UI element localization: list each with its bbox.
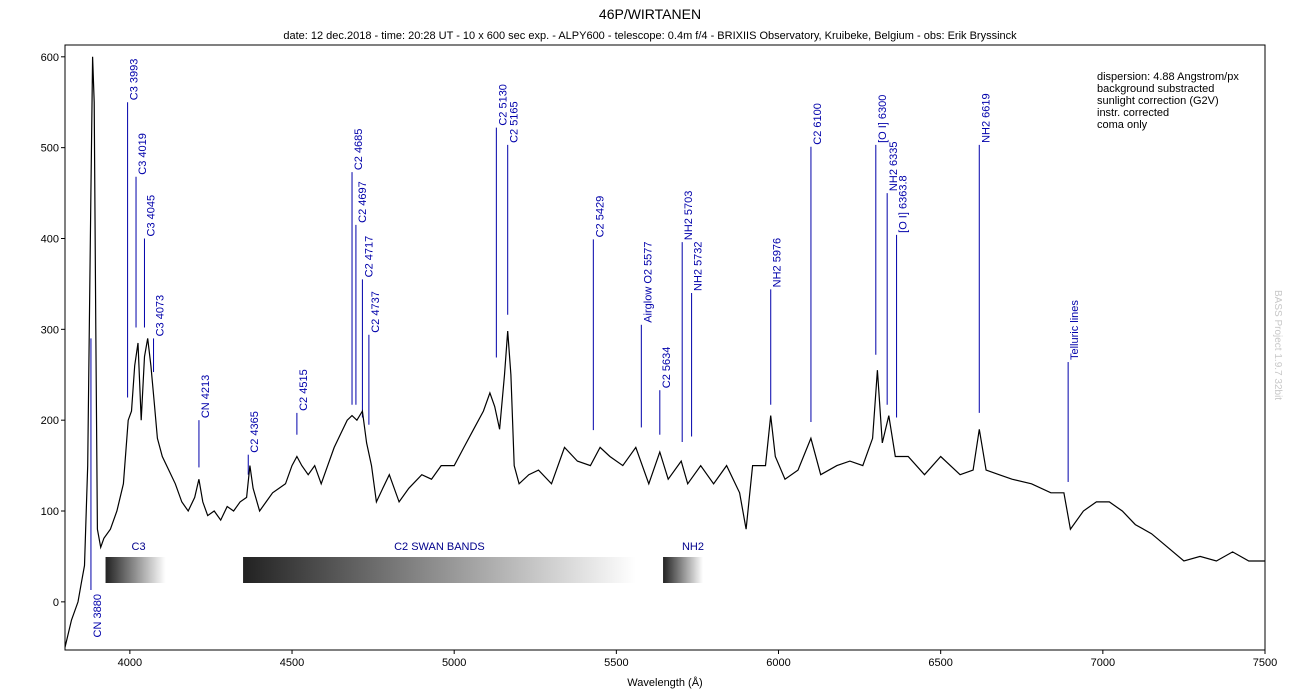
chart-title: 46P/WIRTANEN — [599, 6, 701, 22]
plot-frame — [64, 44, 1266, 651]
y-tick-label: 500 — [41, 143, 59, 155]
x-tick-label: 4500 — [280, 657, 304, 669]
annotation-label: CN 4213 — [200, 375, 212, 418]
watermark: BASS Project 1.9.7 32bit — [1272, 290, 1283, 400]
band — [105, 557, 166, 583]
x-tick-label: 6500 — [928, 657, 952, 669]
y-tick-label: 100 — [41, 506, 59, 518]
annotation-label: [O I] 6363.8 — [898, 175, 910, 232]
band-label: C3 — [132, 541, 146, 553]
annotation-label: Airglow O2 5577 — [642, 241, 654, 322]
chart-subtitle: date: 12 dec.2018 - time: 20:28 UT - 10 … — [283, 30, 1017, 42]
band — [663, 557, 703, 583]
y-tick-label: 600 — [41, 52, 59, 64]
x-tick-label: 4000 — [118, 657, 142, 669]
annotation-label: C2 5429 — [594, 196, 606, 238]
annotation-label: C2 6100 — [812, 103, 824, 145]
spectrum-line — [64, 56, 1265, 648]
x-tick-label: 6000 — [766, 657, 790, 669]
annotation-label: C2 4717 — [363, 236, 375, 278]
annotation-label: C2 5165 — [509, 101, 521, 143]
annotation-label: C2 4365 — [249, 411, 261, 453]
note: coma only — [1097, 119, 1148, 131]
note: sunlight correction (G2V) — [1097, 95, 1219, 107]
y-tick-label: 300 — [41, 324, 59, 336]
annotation-label: NH2 5976 — [772, 238, 784, 288]
annotation-label: NH2 6335 — [888, 142, 900, 192]
note: instr. corrected — [1097, 107, 1169, 119]
annotation-label: NH2 5703 — [683, 191, 695, 241]
x-tick-label: 7500 — [1253, 657, 1277, 669]
annotation-label: C3 4045 — [145, 195, 157, 237]
note: background substracted — [1097, 83, 1214, 95]
x-axis-label: Wavelength (Å) — [627, 676, 702, 689]
band-label: C2 SWAN BANDS — [394, 541, 485, 553]
y-tick-label: 0 — [53, 597, 59, 609]
y-tick-label: 400 — [41, 233, 59, 245]
annotation-label: C2 5634 — [661, 347, 673, 389]
x-tick-label: 7000 — [1091, 657, 1115, 669]
band-label: NH2 — [682, 541, 704, 553]
annotation-label: C2 4685 — [353, 129, 365, 171]
annotation-label: C2 4697 — [357, 181, 369, 223]
band — [243, 557, 636, 583]
x-tick-label: 5000 — [442, 657, 466, 669]
annotation-label: C2 5130 — [497, 84, 509, 126]
y-tick-label: 200 — [41, 415, 59, 427]
annotation-label: [O I] 6300 — [877, 95, 889, 143]
annotation-label: C3 4019 — [137, 133, 149, 175]
annotation-label: CN 3880 — [92, 594, 104, 637]
annotation-label: NH2 5732 — [693, 241, 705, 291]
annotation-label: C3 4073 — [155, 295, 167, 337]
annotation-label: NH2 6619 — [980, 93, 992, 143]
annotation-label: C2 4737 — [370, 291, 382, 333]
x-tick-label: 5500 — [604, 657, 628, 669]
annotation-label: Telluric lines — [1069, 300, 1081, 360]
annotation-label: C3 3993 — [129, 59, 141, 101]
note: dispersion: 4.88 Angstrom/px — [1097, 71, 1239, 83]
annotation-label: C2 4515 — [298, 369, 310, 411]
